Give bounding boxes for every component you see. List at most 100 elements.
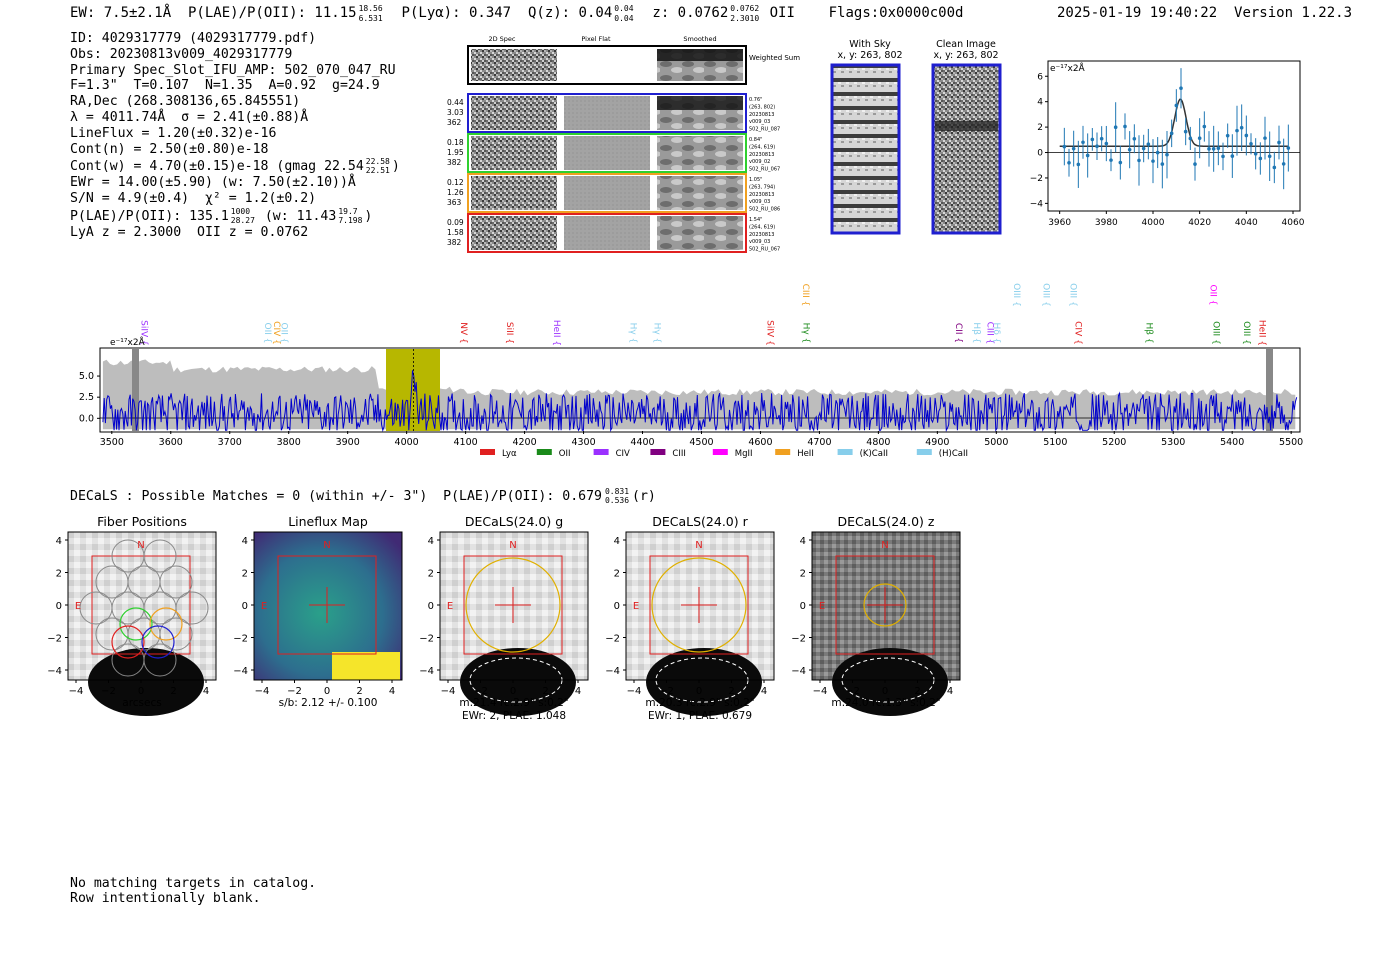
decals-xtick-label: −2 (845, 686, 860, 697)
spectrum-legend: Lyα OII CIV CIII MgII HeII (K)CaII (H)CaII (480, 449, 968, 459)
zoom-data-point (1169, 131, 1174, 136)
decals-ytick-label: 0 (614, 601, 620, 612)
spectrum-xtick-label: 4700 (807, 437, 831, 448)
spectrum-xtick-label: 4900 (925, 437, 949, 448)
masked-region-right (1266, 349, 1273, 431)
bright-source-blob (646, 648, 762, 716)
cutout-2dspec (471, 136, 557, 170)
spectrum-ytick-label: 0.0 (79, 413, 94, 424)
emission-line-label: OIII { (1040, 283, 1050, 307)
legend-label: MgII (735, 449, 753, 459)
zoom-ytick-label: 4 (1037, 98, 1043, 108)
compass-north: N (137, 540, 144, 551)
cutout-row-meta: 0.76" (749, 97, 762, 103)
cutout-pixelflat (564, 96, 650, 130)
header-summary: EW: 7.5±2.1Å P(LAE)/P(OII): 11.15 18.56 6.… (70, 3, 963, 23)
header-plya: P(Lyα): 0.347 (401, 5, 512, 21)
cutout-row-meta: 502_RU_067 (749, 247, 780, 253)
decals-panel-title: Fiber Positions (97, 514, 187, 529)
decals-xtick-label: 0 (138, 686, 144, 697)
decals-ytick-label: 2 (614, 569, 620, 580)
cutout-row-stat: 1.58 (447, 228, 464, 237)
emission-line-label: OII { (279, 323, 289, 344)
header-flags: Flags:0x0000c00d (828, 5, 964, 21)
zoom-data-point (1263, 136, 1267, 140)
decals-ytick-label: 0 (800, 601, 806, 612)
decals-caption: m:21.4 rc:2.9" s:0.2" (459, 697, 568, 709)
cutout-row-meta: 502_RU_086 (749, 207, 780, 213)
zoom-data-point (1165, 152, 1169, 157)
header-q-limits: 0.04 0.04 (614, 4, 634, 23)
zoom-data-point (1123, 124, 1127, 129)
compass-east: E (75, 601, 81, 612)
cutout-row-meta: 20230813 (749, 192, 774, 198)
zoom-data-point (1109, 158, 1113, 162)
emission-line-label: SiIV { (765, 320, 775, 346)
info-obs: Obs: 20230813v009_4029317779 (70, 46, 293, 62)
zoom-xtick-label: 4000 (1142, 218, 1165, 228)
legend-swatch (593, 449, 609, 455)
fiber-circle (159, 565, 193, 599)
info-lya: LyA z = 2.3000 OII z = 0.0762 (70, 224, 309, 240)
fiber-circle-green (119, 607, 153, 641)
legend-swatch (712, 449, 728, 455)
info-contn: Cont(n) = 2.50(±0.80)e-18 (70, 141, 269, 157)
fiber-circle-orange (149, 607, 183, 641)
decals-xtick-label: 4 (761, 686, 767, 697)
with-sky-xy: x, y: 263, 802 (837, 50, 902, 61)
zoom-data-point (1160, 162, 1165, 166)
decals-xtick-label: −2 (659, 686, 674, 697)
legend-label: (K)CaII (860, 449, 888, 459)
zoom-data-point (1183, 129, 1188, 134)
legend-label: HeII (797, 449, 814, 459)
decals-panel: Fiber Positions N E 4 2 0 −2 −4 −4 −2 0 2 4 arcsecs (47, 514, 217, 716)
zoom-data-point (1174, 103, 1179, 108)
spectrum-xtick-label: 4800 (866, 437, 890, 448)
spectrum-xtick-label: 5200 (1102, 437, 1126, 448)
cutout-row-stat: 0.09 (447, 218, 464, 227)
zoom-ytick-label: 0 (1037, 149, 1043, 159)
zoom-data-point (1071, 146, 1076, 151)
zoom-data-point (1132, 136, 1137, 141)
zoom-data-point (1225, 133, 1230, 138)
zoom-data-point (1244, 133, 1249, 138)
spectrum-xtick-label: 4300 (571, 437, 595, 448)
search-box (277, 555, 377, 655)
zoom-data-point (1137, 158, 1141, 163)
zoom-data-point (1221, 154, 1225, 159)
decals-xtick-label: 4 (203, 686, 209, 697)
masked-region-left (132, 349, 139, 431)
decals-xtick-label: 2 (914, 686, 920, 697)
emission-line-label: Hβ { (1144, 322, 1154, 343)
zoom-data-points (1048, 68, 1300, 190)
clean-image-title: Clean Image (936, 39, 996, 50)
zoom-data-point (1253, 151, 1258, 156)
decals-xtick-label: −4 (255, 686, 270, 697)
emission-line-label: CIII { (984, 322, 994, 345)
fiber-circle (143, 539, 177, 573)
decals-xtick-label: 4 (947, 686, 953, 697)
decals-ytick-label: −2 (47, 634, 62, 645)
decals-ytick-label: 0 (56, 601, 62, 612)
spectrum-xtick-label: 3600 (159, 437, 183, 448)
info-fit: F=1.3" T=0.107 N=1.35 A=0.92 g=24.9 (70, 78, 380, 94)
decals-panel: Lineflux Map N E 4 2 0 −2 −4 −4 −2 0 2 4 s/b: 2.12 +/… (233, 514, 403, 709)
zoom-fit-plot: e⁻¹⁷x2Å 6 4 2 0 −2 −4 3960 3980 4000 4020 4040 406… (1030, 60, 1305, 228)
weighted-sum-2dspec (471, 49, 557, 81)
cutout-row-meta: 502_RU_087 (749, 127, 780, 133)
emission-line-label: CII { (953, 323, 963, 343)
cutout-row-stat: 382 (447, 238, 462, 247)
search-box (835, 555, 935, 655)
bright-source-blob (460, 648, 576, 716)
zoom-data-point (1258, 156, 1263, 161)
decals-ytick-label: 0 (242, 601, 248, 612)
decals-ytick-label: 2 (800, 569, 806, 580)
cutout-row-stat: 382 (447, 158, 462, 167)
with-sky-title: With Sky (849, 39, 891, 50)
cutout-row-meta: (264, 619) (749, 224, 775, 230)
spectrum-xticks: 3500 3600 3700 3800 3900 4000 4100 4200 4300 4400… (100, 431, 1303, 448)
decals-ytick-label: −4 (791, 666, 806, 677)
compass-east: E (633, 601, 639, 612)
cutout-row-stat: 362 (447, 118, 462, 127)
